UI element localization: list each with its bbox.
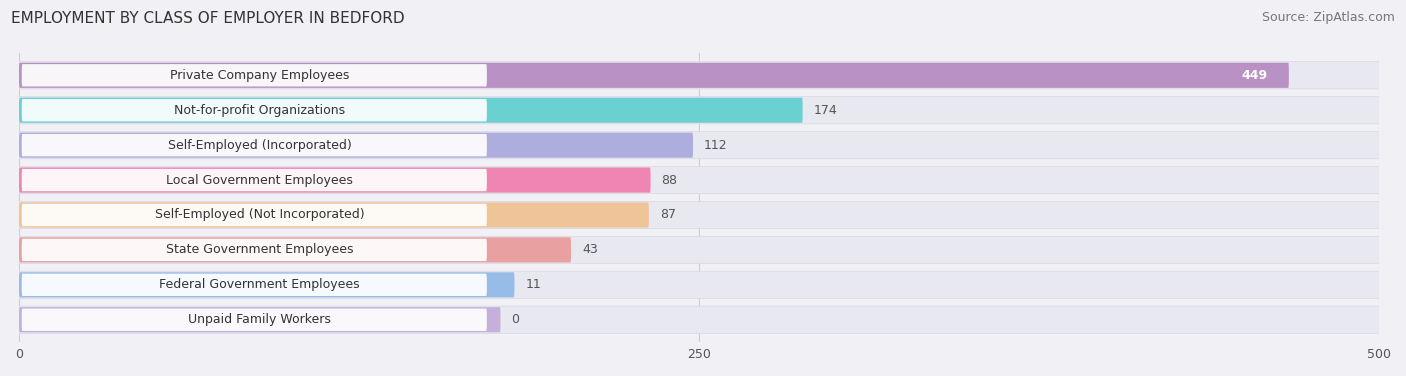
FancyBboxPatch shape [20,133,693,158]
FancyBboxPatch shape [20,237,571,262]
Text: Private Company Employees: Private Company Employees [170,69,350,82]
FancyBboxPatch shape [20,202,648,227]
Text: Unpaid Family Workers: Unpaid Family Workers [188,313,332,326]
Text: Self-Employed (Incorporated): Self-Employed (Incorporated) [167,139,352,152]
FancyBboxPatch shape [21,204,486,226]
FancyBboxPatch shape [14,236,1385,264]
Text: Not-for-profit Organizations: Not-for-profit Organizations [174,104,346,117]
FancyBboxPatch shape [14,271,1385,299]
FancyBboxPatch shape [14,306,1385,334]
FancyBboxPatch shape [20,167,651,193]
Text: 87: 87 [659,208,676,221]
Text: 11: 11 [526,278,541,291]
FancyBboxPatch shape [21,274,486,296]
FancyBboxPatch shape [14,132,1385,159]
FancyBboxPatch shape [20,272,515,297]
Text: EMPLOYMENT BY CLASS OF EMPLOYER IN BEDFORD: EMPLOYMENT BY CLASS OF EMPLOYER IN BEDFO… [11,11,405,26]
Text: 43: 43 [582,243,598,256]
Text: State Government Employees: State Government Employees [166,243,353,256]
Text: 88: 88 [661,174,678,186]
FancyBboxPatch shape [20,307,501,332]
FancyBboxPatch shape [14,202,1385,229]
FancyBboxPatch shape [21,134,486,156]
Text: 112: 112 [704,139,727,152]
FancyBboxPatch shape [14,97,1385,124]
FancyBboxPatch shape [21,309,486,331]
FancyBboxPatch shape [21,99,486,121]
Text: Self-Employed (Not Incorporated): Self-Employed (Not Incorporated) [155,208,364,221]
Text: 449: 449 [1241,69,1267,82]
Text: Federal Government Employees: Federal Government Employees [159,278,360,291]
FancyBboxPatch shape [21,239,486,261]
FancyBboxPatch shape [20,63,1289,88]
Text: Local Government Employees: Local Government Employees [166,174,353,186]
FancyBboxPatch shape [14,167,1385,194]
Text: 0: 0 [512,313,519,326]
FancyBboxPatch shape [20,98,803,123]
Text: 174: 174 [814,104,837,117]
FancyBboxPatch shape [21,64,486,86]
Text: Source: ZipAtlas.com: Source: ZipAtlas.com [1261,11,1395,24]
FancyBboxPatch shape [14,62,1385,89]
FancyBboxPatch shape [21,169,486,191]
